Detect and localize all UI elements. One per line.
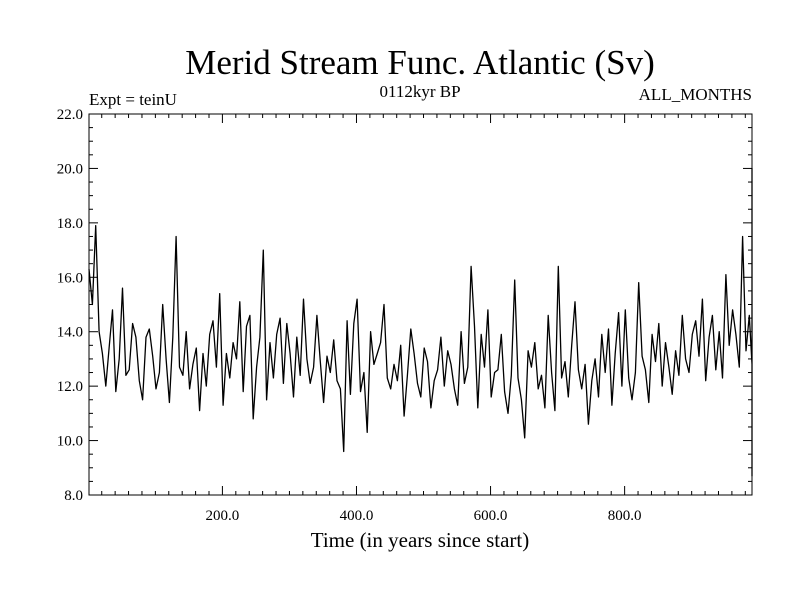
x-tick-label: 800.0 <box>608 508 642 524</box>
experiment-annotation: Expt = teinU <box>89 90 177 109</box>
axis-ticks <box>89 113 752 496</box>
x-tick-label: 600.0 <box>474 508 508 524</box>
y-tick-label: 12.0 <box>57 379 83 395</box>
months-annotation: ALL_MONTHS <box>639 85 752 104</box>
y-tick-label: 20.0 <box>57 161 83 177</box>
x-tick-label: 400.0 <box>340 508 374 524</box>
x-axis-label: Time (in years since start) <box>311 528 530 552</box>
chart-title: Merid Stream Func. Atlantic (Sv) <box>185 43 655 82</box>
period-annotation: 0112kyr BP <box>379 82 460 101</box>
series-line-0 <box>88 167 753 477</box>
tick-labels: 200.0 400.0 600.0 800.0 8.0 10.0 12.0 14.0 16.0 1… <box>57 107 642 524</box>
y-tick-label: 10.0 <box>57 434 83 450</box>
y-tick-label: 16.0 <box>57 270 83 286</box>
series-layer <box>88 167 753 477</box>
x-tick-label: 200.0 <box>206 508 240 524</box>
plot-frame <box>88 113 753 496</box>
y-tick-label: 22.0 <box>57 107 83 123</box>
y-tick-label: 18.0 <box>57 216 83 232</box>
y-tick-label: 14.0 <box>57 325 83 341</box>
y-tick-label: 8.0 <box>64 488 83 504</box>
